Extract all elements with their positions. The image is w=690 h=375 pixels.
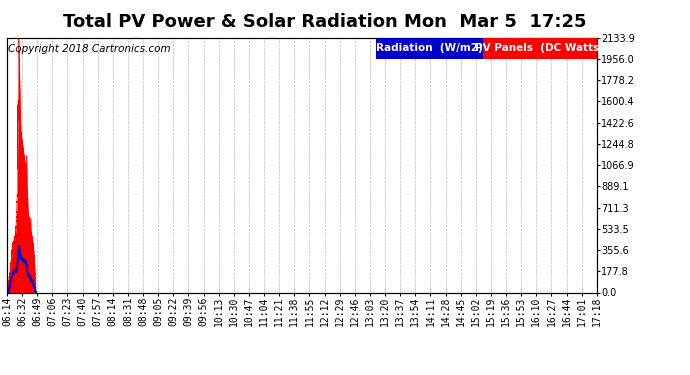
Text: Radiation  (W/m2): Radiation (W/m2) xyxy=(376,44,483,53)
Text: Total PV Power & Solar Radiation Mon  Mar 5  17:25: Total PV Power & Solar Radiation Mon Mar… xyxy=(63,13,586,31)
FancyBboxPatch shape xyxy=(483,38,597,59)
Text: PV Panels  (DC Watts): PV Panels (DC Watts) xyxy=(475,44,604,53)
Text: Copyright 2018 Cartronics.com: Copyright 2018 Cartronics.com xyxy=(8,44,170,54)
FancyBboxPatch shape xyxy=(376,38,483,59)
